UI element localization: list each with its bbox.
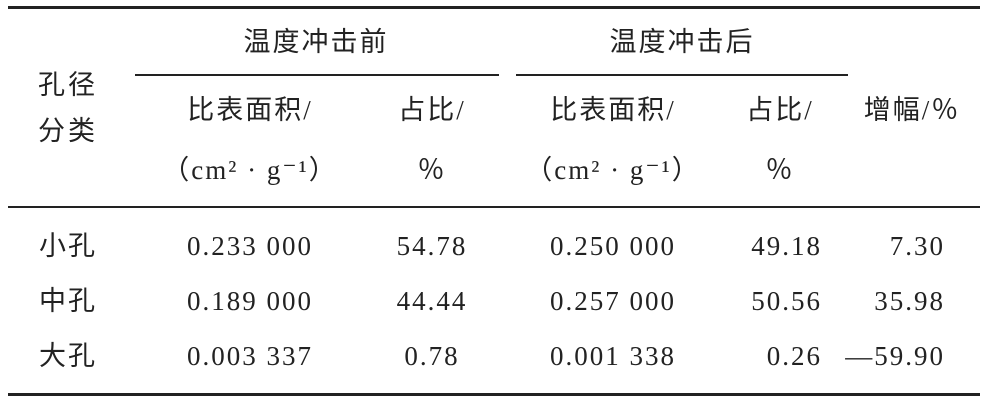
- column-header: 占比/: [398, 95, 466, 125]
- cell: 50.56: [751, 286, 822, 316]
- group-header: 温度冲击前: [243, 27, 389, 57]
- cell: 54.78: [396, 231, 468, 261]
- column-unit: （cm² · g⁻¹）: [525, 155, 701, 185]
- column-unit: ％: [417, 155, 447, 185]
- top-rule: [8, 6, 980, 9]
- cell: 49.18: [751, 231, 822, 261]
- bottom-rule: [8, 393, 980, 396]
- column-header: 比表面积/: [550, 95, 676, 125]
- cell: 44.44: [396, 286, 468, 316]
- column-unit: （cm² · g⁻¹）: [162, 155, 338, 185]
- row-label: 小孔: [39, 231, 97, 261]
- cell: 0.26: [766, 341, 822, 371]
- group-rule: [516, 74, 848, 76]
- cell: —59.90: [845, 341, 945, 371]
- row-label: 中孔: [39, 286, 97, 316]
- column-unit: ％: [765, 155, 795, 185]
- row-label-header: 孔径分类: [38, 70, 98, 146]
- cell: 35.98: [874, 286, 945, 316]
- cell: 0.189 000: [187, 286, 313, 316]
- cell: 0.257 000: [550, 286, 676, 316]
- cell: 0.250 000: [550, 231, 676, 261]
- cell: 0.001 338: [550, 341, 676, 371]
- column-header: 比表面积/: [187, 95, 313, 125]
- header-rule: [8, 206, 980, 208]
- cell: 0.233 000: [187, 231, 313, 261]
- group-header: 温度冲击后: [609, 27, 755, 57]
- column-header: 占比/: [746, 95, 814, 125]
- column-header: 增幅/％: [863, 95, 961, 125]
- cell: 0.003 337: [187, 341, 313, 371]
- row-label: 大孔: [39, 341, 97, 371]
- cell: 7.30: [889, 231, 945, 261]
- cell: 0.78: [404, 341, 460, 371]
- group-rule: [135, 74, 499, 76]
